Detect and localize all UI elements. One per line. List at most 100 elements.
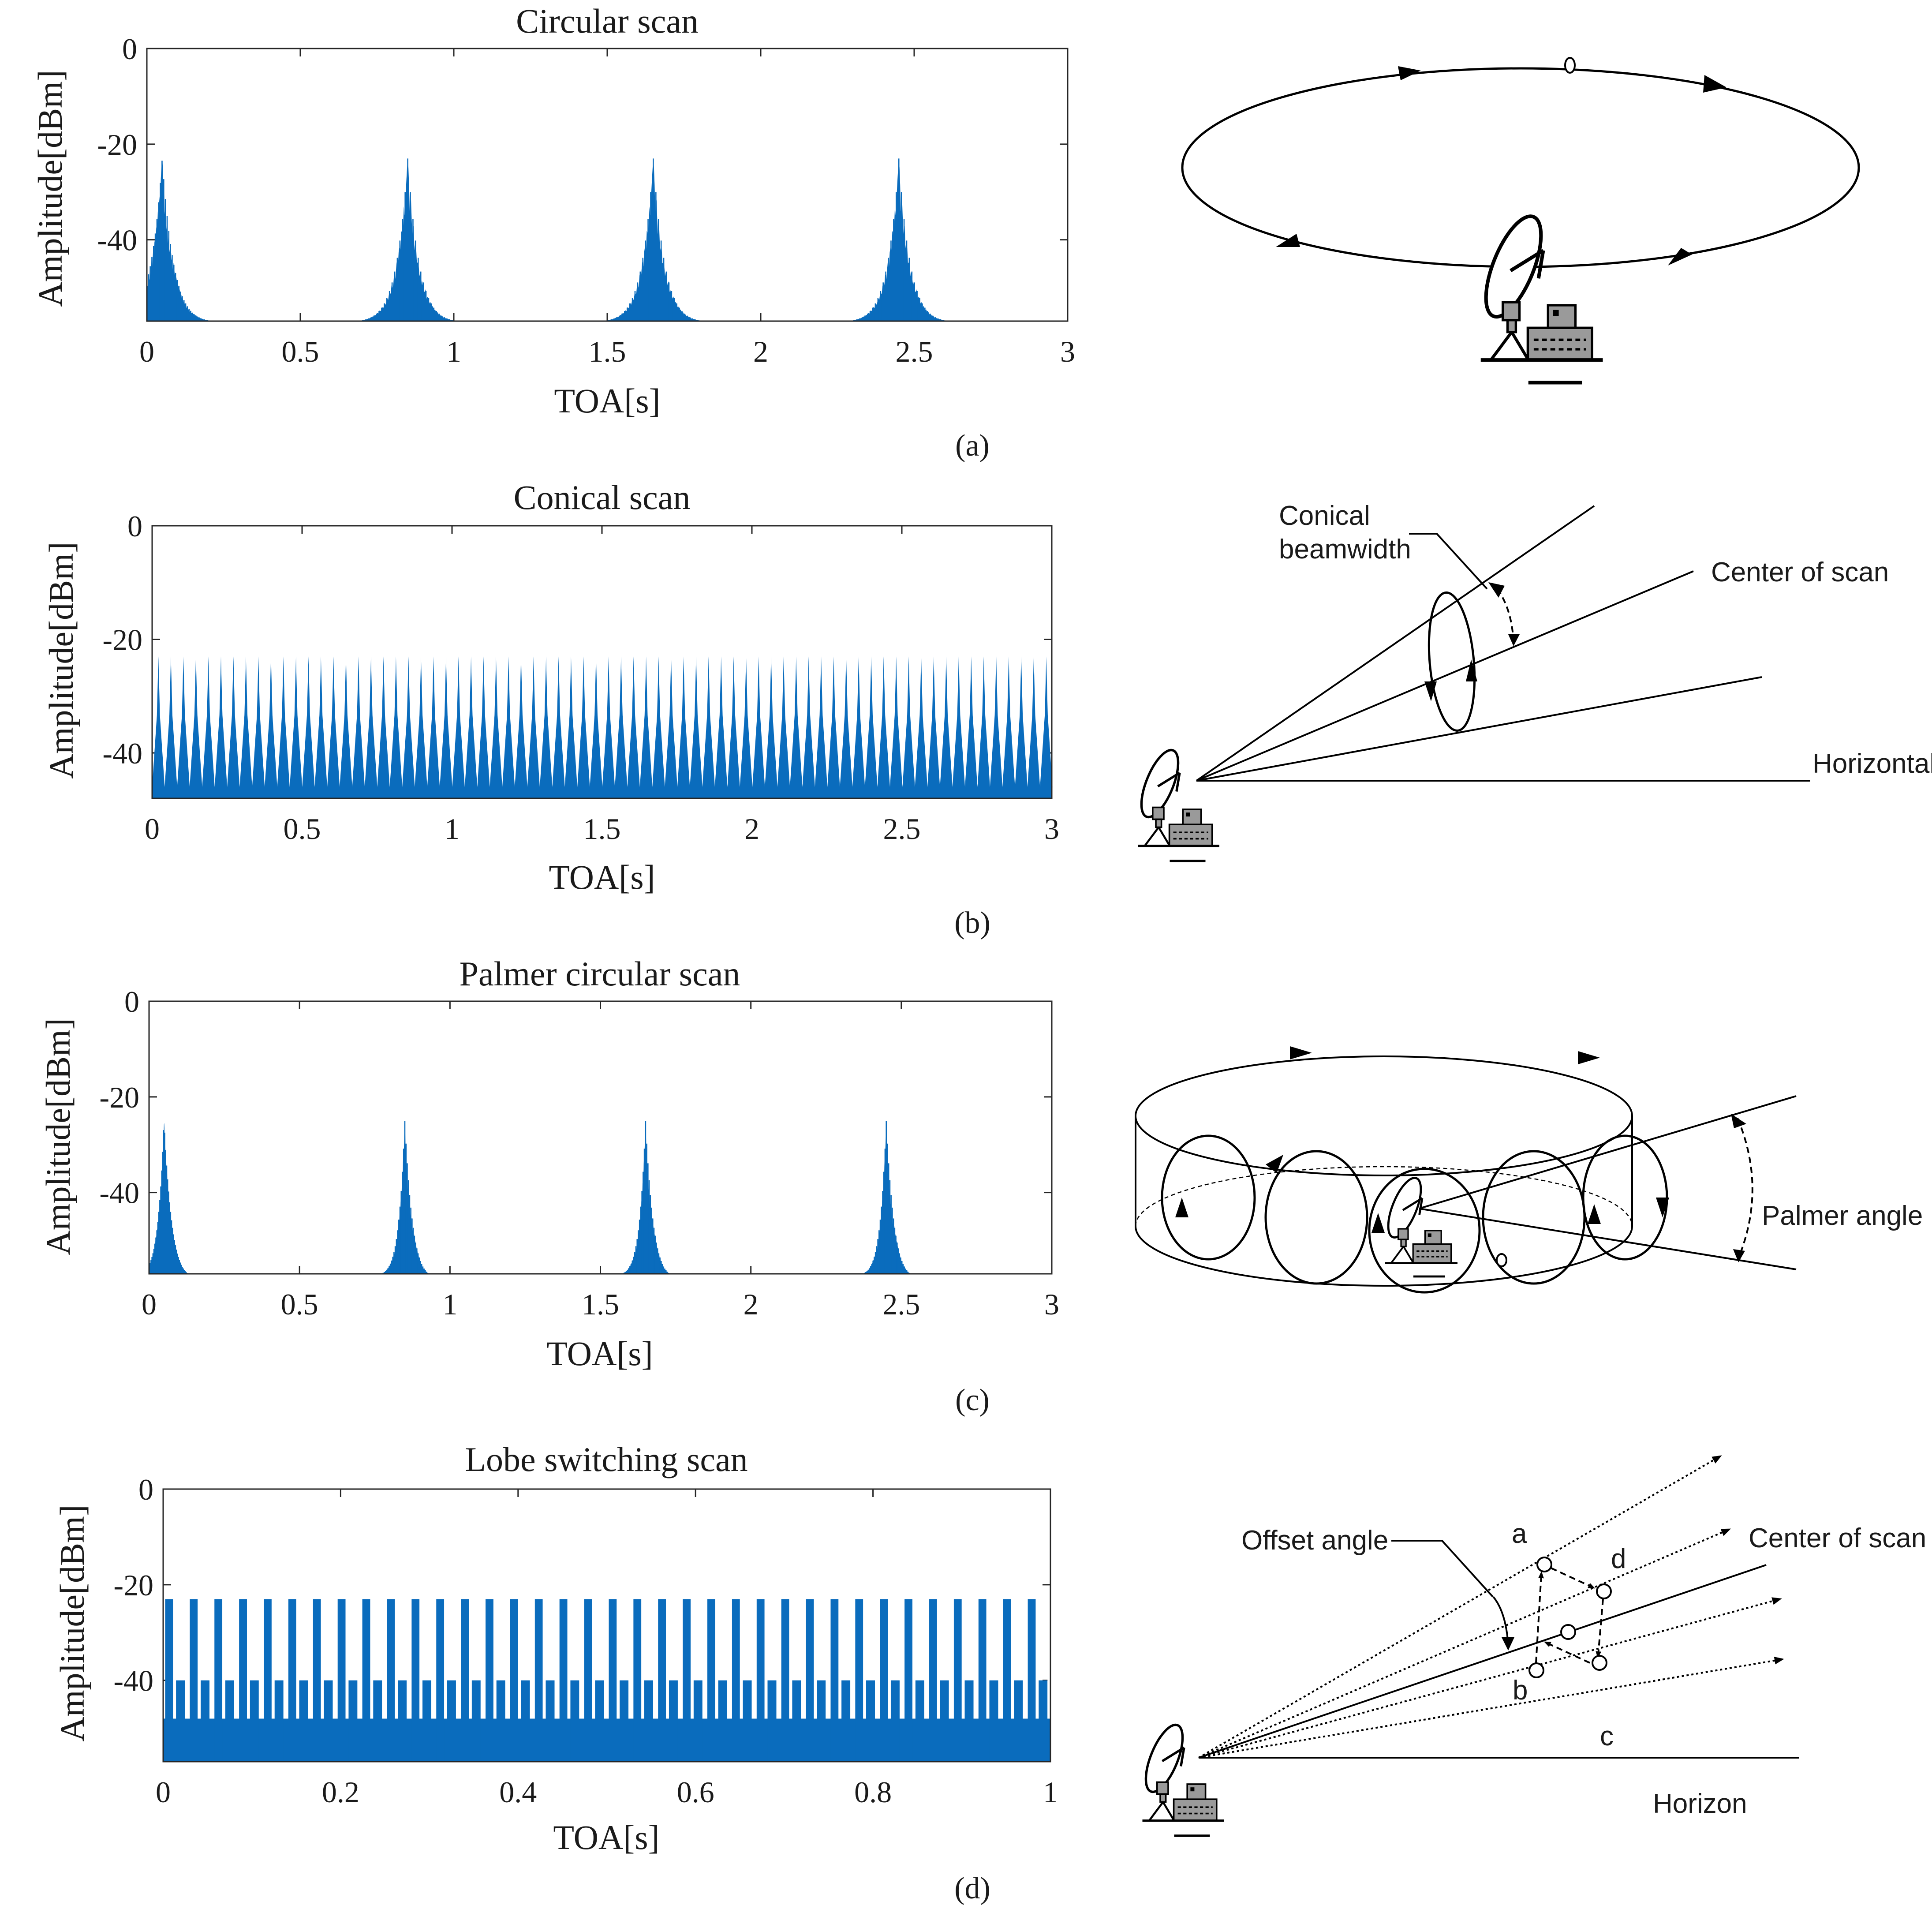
lobe-pulse-mid — [373, 1680, 382, 1762]
lobe-pulse-mid — [570, 1680, 579, 1762]
lobe-pulse-mid — [225, 1680, 234, 1762]
lobe-gap — [407, 1599, 412, 1719]
cylinder-bottom — [1135, 1226, 1633, 1287]
x-tick-label: 3 — [1044, 1287, 1059, 1321]
palmer-angle-arrow — [1733, 1249, 1745, 1262]
lobe-gap — [444, 1599, 447, 1719]
lobe-gap — [209, 1599, 215, 1719]
x-tick-label: 2.5 — [882, 1287, 920, 1321]
y-tick-label: -40 — [99, 1176, 139, 1210]
beam-edge-line — [1196, 505, 1595, 782]
signal-waveform — [146, 158, 1068, 322]
lobe-pulse-high — [633, 1599, 642, 1762]
x-tick-label: 1.5 — [583, 812, 621, 846]
lobe-pulse-mid — [940, 1680, 949, 1762]
tick-labels: 0 0.2 0.4 0.6 0.8 1 0 -20 -40 — [113, 1473, 1058, 1809]
lobe-gap — [751, 1599, 757, 1719]
lobe-gap — [222, 1599, 225, 1719]
x-tick-label: 2 — [753, 335, 768, 368]
lobe-pulse-mid — [324, 1680, 333, 1762]
x-axis-label: TOA[s] — [546, 1334, 653, 1373]
beamwidth-leader — [1409, 533, 1488, 590]
lobe-gap — [258, 1599, 264, 1719]
plot-area — [146, 48, 1069, 322]
lobe-gap — [554, 1599, 560, 1719]
x-tick-label: 3 — [1044, 812, 1059, 846]
lobe-gap — [604, 1599, 609, 1719]
lobe-position-b — [1528, 1662, 1544, 1678]
y-tick-label: -20 — [113, 1568, 153, 1602]
beamwidth-arc — [1496, 588, 1514, 642]
lobe-pulse-mid — [200, 1680, 210, 1762]
caption-d: (d) — [954, 1871, 990, 1905]
horizontal-label: Horizontal — [1812, 749, 1932, 779]
x-tick-label: 0 — [142, 1287, 157, 1321]
lobe-pulse-mid — [595, 1680, 604, 1762]
palmer-beam-line — [1419, 1095, 1797, 1209]
lobe-pulse-high — [1028, 1599, 1036, 1762]
spiral-loop — [1161, 1134, 1256, 1261]
y-axis-label: Amplitude[dBm] — [42, 542, 80, 778]
radar-station-icon — [1475, 209, 1603, 382]
beamwidth-arrow — [1488, 582, 1505, 598]
target-marker — [1496, 1253, 1507, 1267]
lobe-gap — [173, 1599, 176, 1719]
lobe-gap — [321, 1599, 324, 1719]
spiral-loop — [1264, 1150, 1368, 1285]
lobe-gap — [863, 1599, 866, 1719]
spiral-arrow — [1266, 1155, 1283, 1173]
x-tick-label: 0.4 — [499, 1775, 537, 1809]
lobe-pulse-high — [584, 1599, 592, 1762]
x-tick-label: 1 — [1043, 1775, 1058, 1809]
offset-angle-leader — [1391, 1540, 1494, 1598]
lobe-pulse-high — [1003, 1599, 1011, 1762]
lobe-pulse-high — [559, 1599, 568, 1762]
chart-panel-b: Conical scan Amplitude[dBm] TOA[s] 0 0.5 1… — [42, 478, 1059, 896]
x-tick-label: 2.5 — [883, 812, 921, 846]
conical-beamwidth-label-line1: Conical — [1279, 501, 1370, 531]
lobe-pulse-mid — [250, 1680, 259, 1762]
beamwidth-arrow — [1508, 634, 1520, 646]
caption-b: (b) — [954, 906, 990, 940]
spiral-arrow — [1175, 1198, 1188, 1217]
lobe-pulse-mid — [792, 1680, 801, 1762]
switch-path-b-a — [1535, 1571, 1544, 1663]
lobe-gap — [370, 1599, 374, 1719]
x-axis-label: TOA[s] — [553, 1818, 659, 1856]
offset-angle-label: Offset angle — [1241, 1525, 1388, 1556]
chart-title: Palmer circular scan — [460, 954, 740, 993]
signal-base-band — [163, 1718, 1050, 1762]
lobe-gap — [382, 1599, 387, 1719]
palmer-angle-label: Palmer angle — [1762, 1201, 1923, 1231]
lobe-pulse-mid — [521, 1680, 530, 1762]
lobe-pulse-high — [732, 1599, 740, 1762]
target-marker — [1564, 57, 1576, 74]
lobe-gap — [431, 1599, 437, 1719]
lobe-pulse-mid — [348, 1680, 358, 1762]
lobe-pulse-high — [904, 1599, 913, 1762]
lobe-gap — [592, 1599, 595, 1719]
lobe-gap — [333, 1599, 338, 1719]
lobe-gap — [875, 1599, 880, 1719]
lobe-gap — [185, 1599, 190, 1719]
y-tick-label: 0 — [124, 985, 139, 1018]
lobe-gap — [505, 1599, 510, 1719]
lobe-gap — [764, 1599, 768, 1719]
chart-panel-a: Circular scan Amplitude[dBm] TOA[s] 0 0.5… — [31, 2, 1075, 420]
x-tick-label: 0.8 — [854, 1775, 892, 1809]
palmer-beam-line — [1419, 1208, 1797, 1270]
lobe-gap — [838, 1599, 842, 1719]
lobe-pulse-high — [534, 1599, 543, 1762]
lobe-pulse-high — [436, 1599, 445, 1762]
lobe-gap — [986, 1599, 990, 1719]
lobe-position-a — [1536, 1557, 1552, 1572]
lobe-pulse-mid — [422, 1680, 432, 1762]
x-tick-label: 1.5 — [582, 1287, 619, 1321]
lobe-pulse-high — [264, 1599, 272, 1762]
scan-circle-arrow — [1424, 681, 1437, 701]
lobe-pulse-high — [362, 1599, 370, 1762]
center-of-scan-label: Center of scan — [1749, 1523, 1926, 1553]
lobe-gap — [899, 1599, 905, 1719]
spiral-arrow — [1371, 1213, 1385, 1233]
